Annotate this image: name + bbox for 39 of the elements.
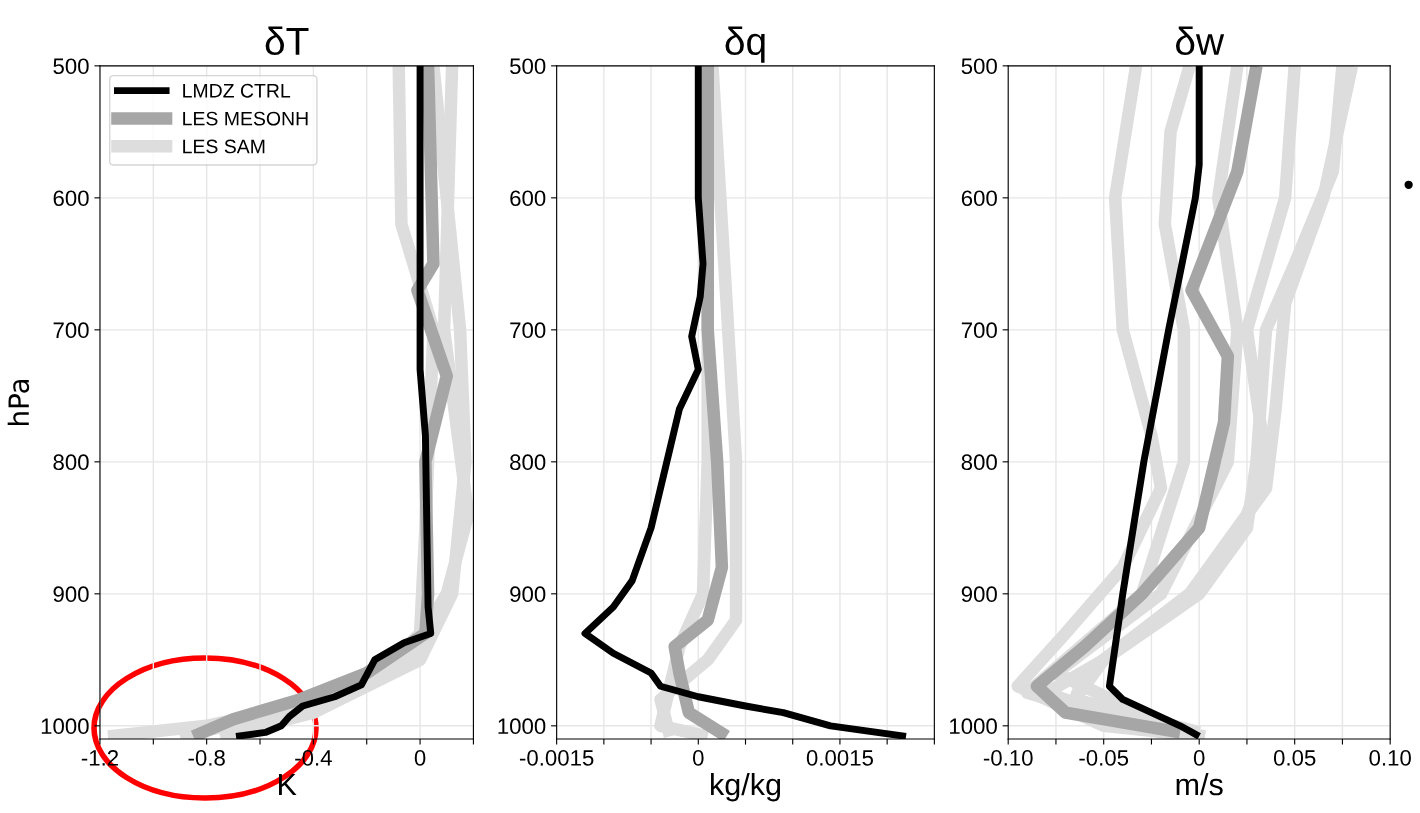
x-tick-label: 0.0015 [806,750,873,766]
legend-label: LMDZ CTRL [183,83,291,98]
y-tick-label: 600 [961,190,997,207]
x-tick-label: 0.05 [1273,750,1316,766]
x-tick-label: -0.0015 [519,750,594,766]
y-tick-label: 600 [510,190,546,207]
x-tick-label: 0 [692,750,704,766]
x-tick-label: 0.10 [1369,750,1411,766]
x-axis-title: K [279,774,297,796]
y-tick-label: 700 [510,322,546,339]
chart-title: δT [265,26,309,56]
y-tick-label: 1000 [41,718,89,735]
y-tick-label: 700 [961,322,997,339]
chart-title: δw [1175,26,1225,56]
x-axis-title: m/s [1176,772,1223,796]
x-tick-label: -0.05 [1079,750,1129,766]
text: • [1404,180,1413,189]
x-tick-label: -0.8 [188,750,225,766]
chart-title: δq [725,26,765,63]
x-tick-label: 0 [1193,750,1205,766]
y-tick-label: 700 [53,322,89,339]
y-tick-label: 900 [510,586,546,603]
x-tick-label: 0 [414,750,426,766]
x-axis-title: kg/kg [711,772,781,802]
y-tick-label: 500 [510,58,546,75]
y-tick-label: 900 [53,586,89,603]
y-tick-label: 800 [510,454,546,471]
legend-label: LES MESONH [183,111,308,126]
y-tick-label: 500 [53,58,89,75]
y-tick-label: 500 [961,58,997,75]
y-tick-label: 600 [53,190,89,207]
y-tick-label: 1000 [950,718,997,735]
y-tick-label: 800 [961,454,997,471]
y-tick-label: 800 [53,454,89,471]
legend-label: LES SAM [183,139,265,154]
y-tick-label: 1000 [498,718,546,735]
x-tick-label: -0.10 [983,750,1033,766]
y-axis-title: hPa [7,379,30,425]
y-tick-label: 900 [961,586,997,603]
